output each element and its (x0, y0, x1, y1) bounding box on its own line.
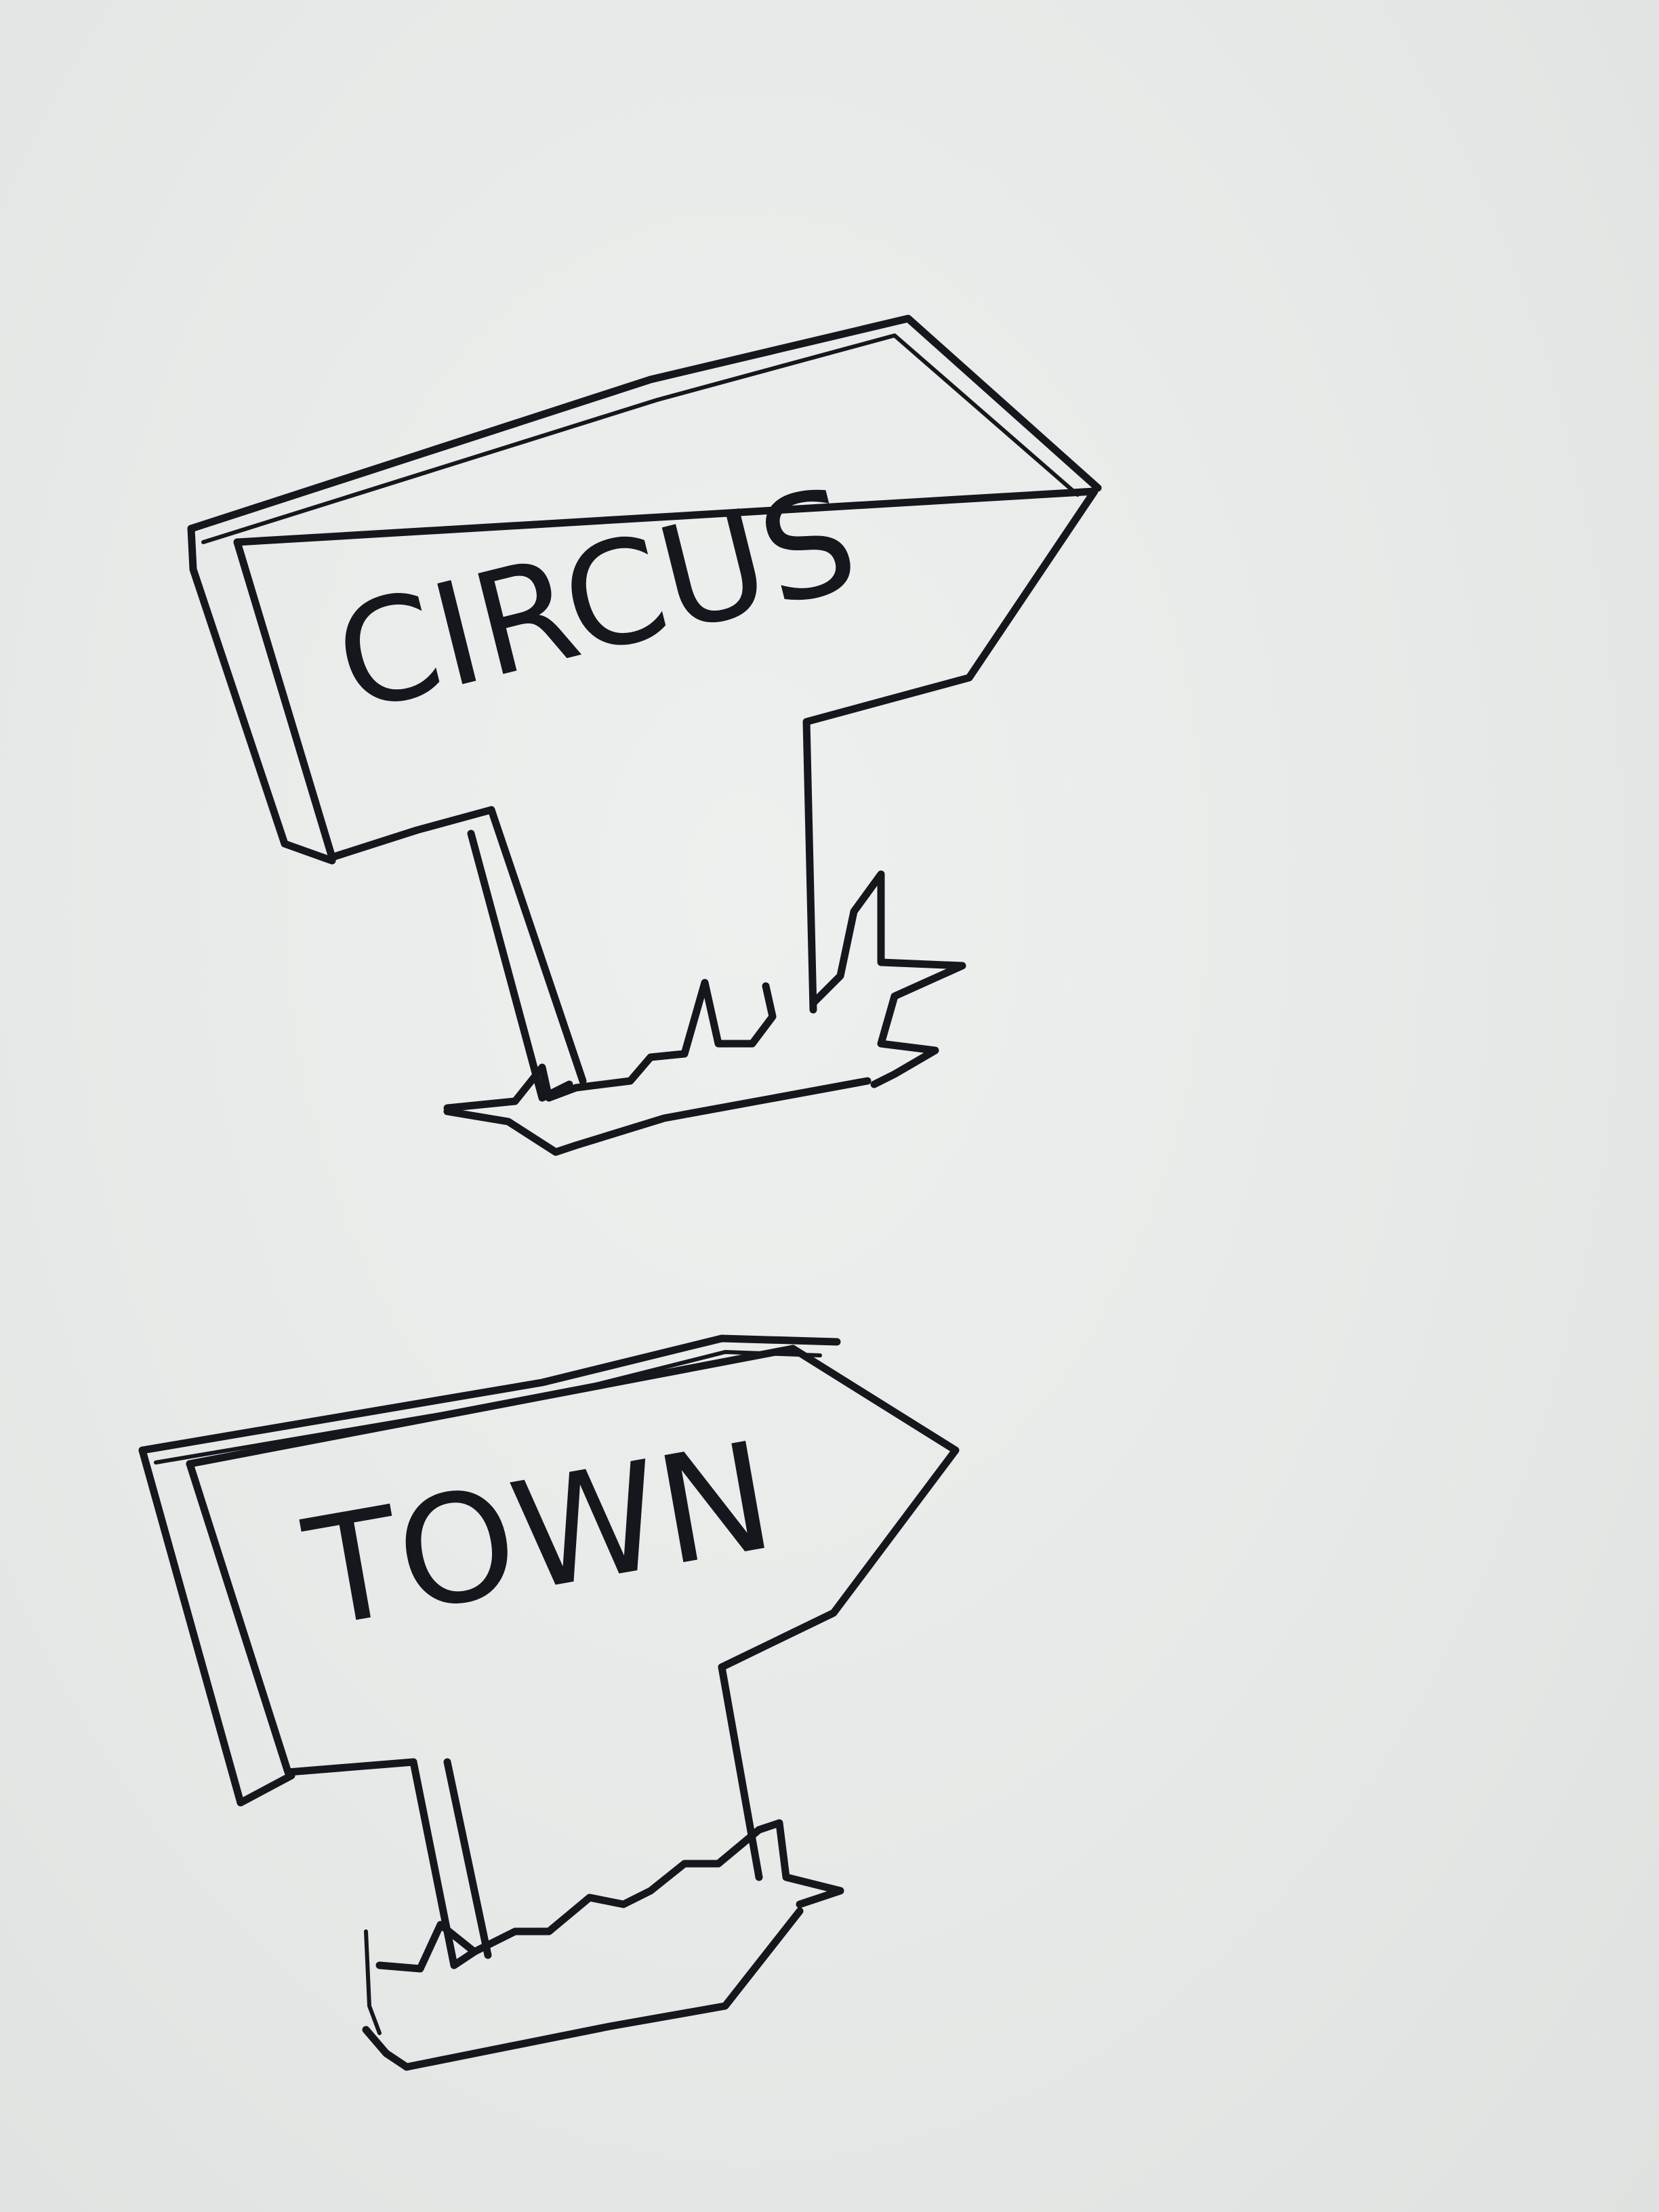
circus-sign-post (467, 830, 573, 1102)
circus-sign-label: CIRCUS (321, 456, 872, 745)
circus-grass (443, 979, 777, 1112)
town-sign-label: TOWN (294, 1409, 785, 1661)
circus-ground (443, 1077, 872, 1156)
town-sign-board-left (138, 1446, 295, 1807)
town-sign-post-right (443, 1758, 492, 1959)
town-sign-board (186, 1345, 797, 1468)
circus-sign-board-left (233, 538, 495, 861)
town-sign-point (718, 1345, 960, 1671)
circus-signpost: CIRCUS (187, 314, 1102, 1156)
circus-sign-post-right (487, 806, 587, 1085)
town-ground (362, 1907, 804, 2071)
circus-sign-top-edge-inner (201, 333, 1080, 544)
town-sign-post-far-right (718, 1663, 763, 1881)
circus-sign-board (233, 487, 1099, 1014)
town-ground-edge (364, 1929, 382, 2035)
town-sign-top-edge (138, 1334, 841, 1454)
town-sign-board-left-inner (186, 1460, 417, 1776)
town-grass (375, 1819, 844, 1973)
circus-sign-left-edge (187, 525, 336, 865)
circus-grass-right (809, 870, 966, 1088)
town-signpost: TOWN (138, 1334, 960, 2071)
town-sign-post (409, 1758, 478, 1969)
circus-sign-top-edge (187, 314, 1102, 533)
